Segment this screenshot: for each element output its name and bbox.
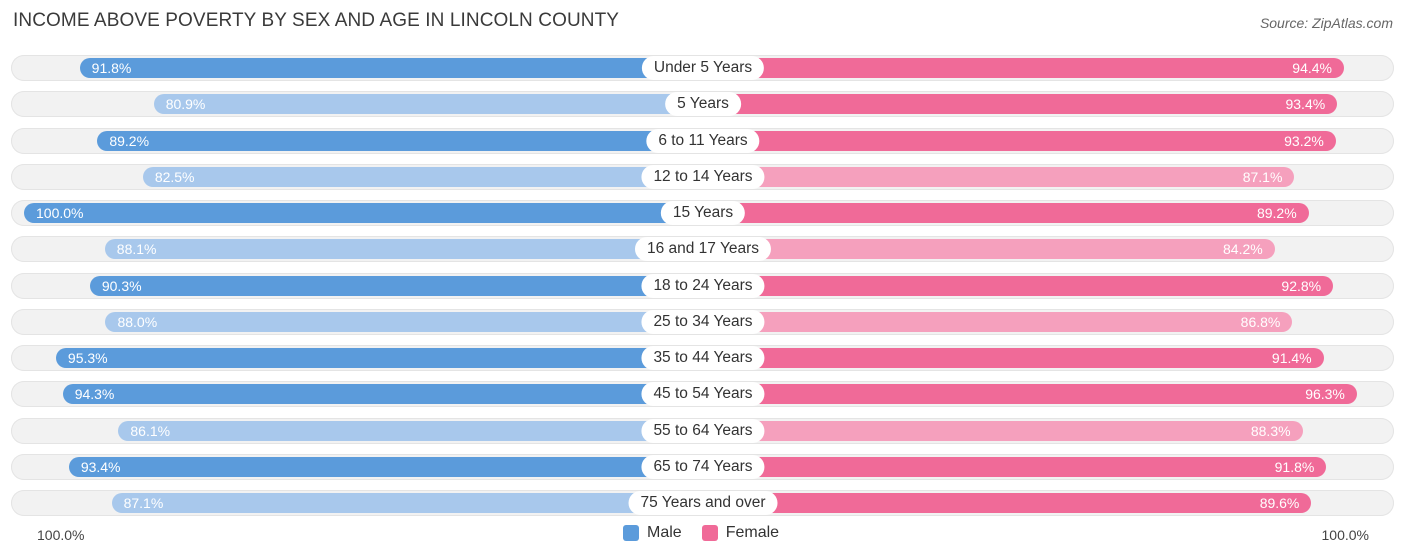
bar-female[interactable] (703, 130, 1336, 151)
value-label-female: 91.4% (1271, 350, 1312, 366)
value-label-male: 82.5% (154, 168, 195, 185)
legend-swatch-male (623, 525, 639, 541)
value-label-male: 90.3% (101, 277, 142, 294)
bar-male[interactable] (153, 94, 703, 115)
bar-female[interactable] (703, 493, 1312, 513)
category-label: 75 Years and over (628, 491, 778, 515)
category-label: 55 to 64 Years (641, 418, 765, 443)
axis-left-label: 100.0% (37, 527, 85, 543)
value-label-female: 89.6% (1259, 495, 1300, 511)
bar-male[interactable] (97, 130, 703, 151)
category-label: 65 to 74 Years (641, 454, 765, 479)
bar-male[interactable] (89, 275, 703, 296)
bar-female[interactable] (703, 203, 1309, 223)
category-label: 18 to 24 Years (641, 273, 765, 298)
value-label-male: 88.0% (117, 313, 158, 330)
bar-female[interactable] (703, 420, 1303, 441)
legend-item-male[interactable]: Male (623, 524, 682, 542)
value-label-male: 93.4% (80, 458, 121, 475)
bar-male[interactable] (142, 166, 703, 187)
legend-label-male: Male (647, 524, 682, 541)
chart-title: INCOME ABOVE POVERTY BY SEX AND AGE IN L… (13, 10, 620, 31)
value-label-female: 92.8% (1281, 277, 1322, 294)
legend: Male Female (623, 524, 791, 542)
bar-male[interactable] (105, 311, 703, 332)
bar-male[interactable] (79, 58, 703, 78)
bar-male[interactable] (68, 456, 703, 477)
bar-female[interactable] (703, 58, 1344, 78)
value-label-male: 87.1% (123, 495, 164, 511)
value-label-male: 88.1% (116, 241, 157, 258)
category-label: 35 to 44 Years (641, 346, 765, 370)
bar-male[interactable] (62, 384, 703, 405)
bar-female[interactable] (703, 166, 1295, 187)
value-label-male: 86.1% (130, 422, 171, 439)
value-label-female: 96.3% (1305, 386, 1345, 403)
legend-swatch-female (701, 525, 718, 541)
category-label: 12 to 14 Years (641, 164, 765, 189)
bar-female[interactable] (703, 456, 1327, 477)
bar-male[interactable] (55, 348, 703, 368)
bar-male[interactable] (118, 420, 703, 441)
value-label-male: 95.3% (67, 350, 108, 366)
bar-female[interactable] (703, 239, 1275, 260)
value-label-male: 100.0% (36, 205, 84, 221)
category-label: 45 to 54 Years (641, 382, 765, 407)
bar-female[interactable] (703, 311, 1293, 332)
category-label: 25 to 34 Years (641, 309, 765, 334)
value-label-female: 93.2% (1284, 132, 1324, 149)
value-label-female: 88.3% (1250, 422, 1291, 439)
value-label-female: 86.8% (1240, 313, 1281, 330)
value-label-female: 87.1% (1242, 168, 1283, 185)
value-label-female: 84.2% (1223, 241, 1263, 258)
legend-item-female[interactable]: Female (701, 524, 780, 542)
category-label: 5 Years (665, 92, 741, 117)
bar-female[interactable] (703, 384, 1357, 405)
source-note: Source: ZipAtlas.com (1259, 15, 1393, 31)
category-label: Under 5 Years (641, 56, 765, 80)
category-label: 16 and 17 Years (634, 237, 772, 262)
value-label-male: 80.9% (165, 96, 206, 113)
bar-female[interactable] (703, 94, 1338, 115)
axis-right-label: 100.0% (1321, 527, 1369, 543)
value-label-male: 91.8% (91, 60, 132, 76)
value-label-female: 94.4% (1292, 60, 1332, 76)
value-label-male: 89.2% (109, 132, 150, 149)
bar-female[interactable] (703, 348, 1324, 368)
bar-female[interactable] (703, 275, 1334, 296)
value-label-male: 94.3% (74, 386, 115, 403)
category-label: 6 to 11 Years (646, 128, 760, 153)
legend-label-female: Female (725, 524, 780, 541)
value-label-female: 93.4% (1285, 96, 1326, 113)
category-label: 15 Years (660, 201, 746, 225)
value-label-female: 91.8% (1274, 458, 1315, 475)
bar-male[interactable] (24, 203, 703, 223)
bar-male[interactable] (104, 239, 703, 260)
bar-male[interactable] (111, 493, 703, 513)
value-label-female: 89.2% (1256, 205, 1297, 221)
